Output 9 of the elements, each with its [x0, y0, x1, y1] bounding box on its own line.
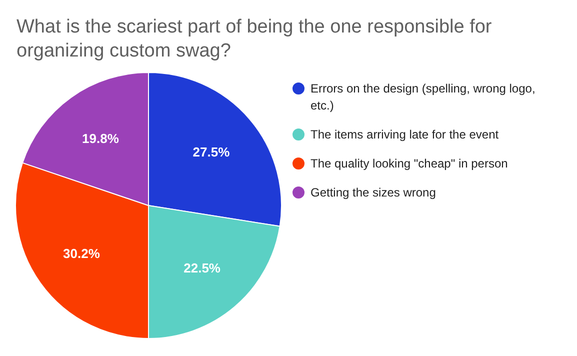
chart-title: What is the scariest part of being the one responsible for organizing custom swag? [16, 16, 492, 62]
legend-label: Getting the sizes wrong [310, 186, 436, 200]
data-label: 19.8% [82, 130, 120, 146]
data-label: 30.2% [63, 246, 100, 262]
legend-label: The items arriving late for the event [310, 128, 500, 142]
legend-label: Errors on the design (spelling, wrong logo, etc.) [310, 82, 536, 112]
legend-label: The quality looking "cheap" in person [310, 156, 508, 170]
data-label: 22.5% [184, 260, 221, 276]
data-label: 27.5% [192, 144, 230, 160]
